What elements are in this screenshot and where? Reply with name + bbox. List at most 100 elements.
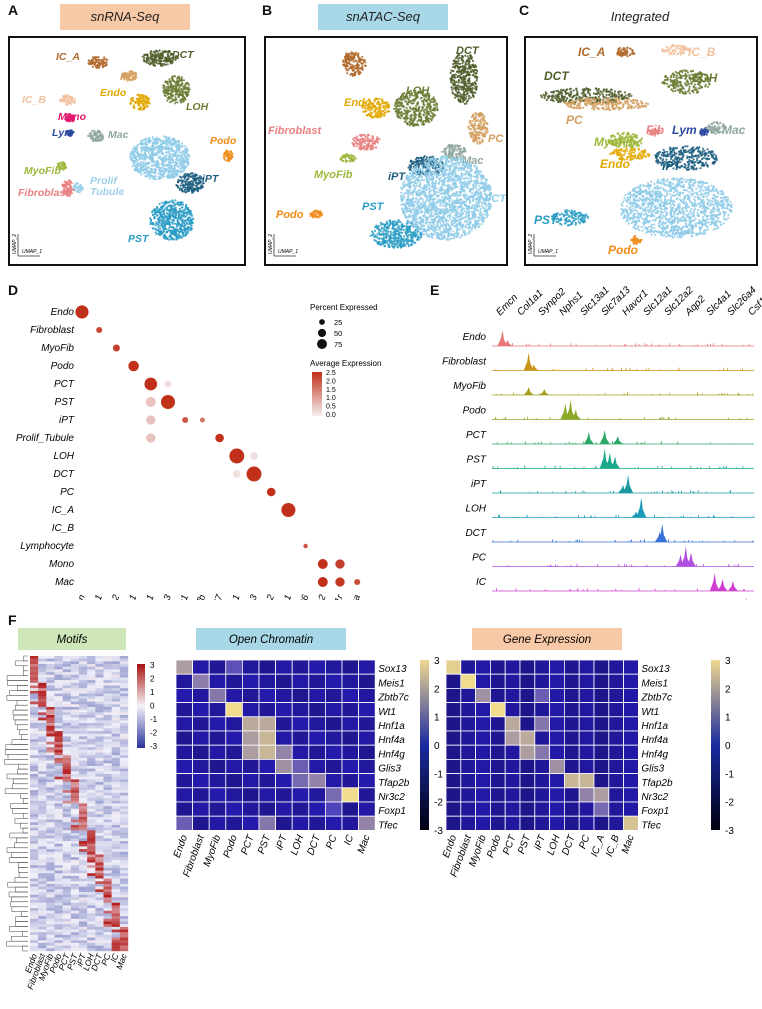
cell-point [364,139,367,142]
cell-point [375,115,378,118]
cell-point [448,153,451,156]
cell-point [159,208,162,211]
cell-point [467,97,471,100]
cell-point [319,211,322,214]
cell-point [73,97,76,100]
cell-point [197,176,200,180]
cell-point [395,236,398,239]
cell-point [429,105,432,108]
cell-point [161,220,164,223]
cell-point [349,65,352,68]
cluster-mac [87,129,105,143]
cell-point [134,164,137,168]
cell-point [397,116,400,119]
cell-point [356,53,360,56]
cell-point [148,136,151,139]
cell-point [376,137,379,140]
cell-point [184,219,187,222]
cell-point [177,166,181,169]
cell-point [185,213,189,216]
cell-point [344,60,347,63]
cell-point [432,112,435,115]
cell-point [158,56,161,59]
cell-point [139,99,143,102]
cell-point [158,202,161,205]
cell-point [376,227,379,230]
cell-point [433,107,437,110]
cell-point [69,112,72,116]
cell-point [58,165,61,168]
cell-point [354,157,357,160]
cell-point [359,145,362,148]
cell-point [452,62,455,66]
cell-point [154,212,157,216]
cell-point [178,93,181,97]
cell-point [185,160,188,163]
cell-point [402,228,405,231]
cell-point [416,120,419,123]
cell-point [457,144,460,147]
cell-point [310,213,313,216]
cell-point [169,234,172,238]
cell-point [145,170,148,173]
cell-point [163,62,166,66]
cell-point [145,156,148,159]
cell-point [131,97,134,100]
cell-point [357,143,360,146]
cell-point [93,131,97,134]
cell-point [369,115,373,118]
cell-point [143,158,146,161]
cell-point [409,165,412,169]
cell-point [177,171,180,174]
cell-point [164,139,167,142]
cell-point [376,140,379,144]
cell-point [182,164,185,167]
cell-point [474,75,477,78]
cell-point [427,119,430,122]
cell-point [432,103,436,106]
cell-point [398,243,401,246]
cell-point [61,97,64,101]
cell-point [87,62,90,65]
cell-point [346,69,349,72]
cell-point [400,238,403,241]
cell-point [474,131,477,134]
cell-point [453,66,457,69]
cell-point [314,215,317,218]
cell-point [176,201,179,204]
cell-point [373,104,377,108]
cell-point [358,70,361,73]
cell-point [197,182,200,185]
cluster-podo [309,209,323,219]
cell-point [195,186,199,189]
cell-point [157,151,160,154]
cell-point [147,161,151,164]
cell-point [165,85,168,89]
cell-point [463,91,466,94]
cell-point [137,165,140,168]
cell-point [94,59,97,62]
cell-point [484,132,487,135]
cell-point [187,157,190,160]
cell-point [460,147,463,150]
cell-point [485,127,488,130]
cell-point [462,96,465,99]
cell-point [353,139,356,143]
cell-point [417,238,420,241]
cell-point [150,149,153,152]
cell-point [185,228,188,231]
cell-point [354,142,358,145]
cell-point [317,213,321,216]
cell-point [186,210,189,213]
cell-point [392,224,395,227]
cell-point [162,135,166,138]
cell-point [413,230,416,233]
cluster-label: Lym [52,127,74,139]
cell-point [69,120,72,123]
cell-point [364,105,367,108]
cell-point [146,173,149,176]
cell-point [400,226,403,229]
cell-point [379,243,382,246]
cell-point [165,223,168,226]
cell-point [167,89,170,92]
